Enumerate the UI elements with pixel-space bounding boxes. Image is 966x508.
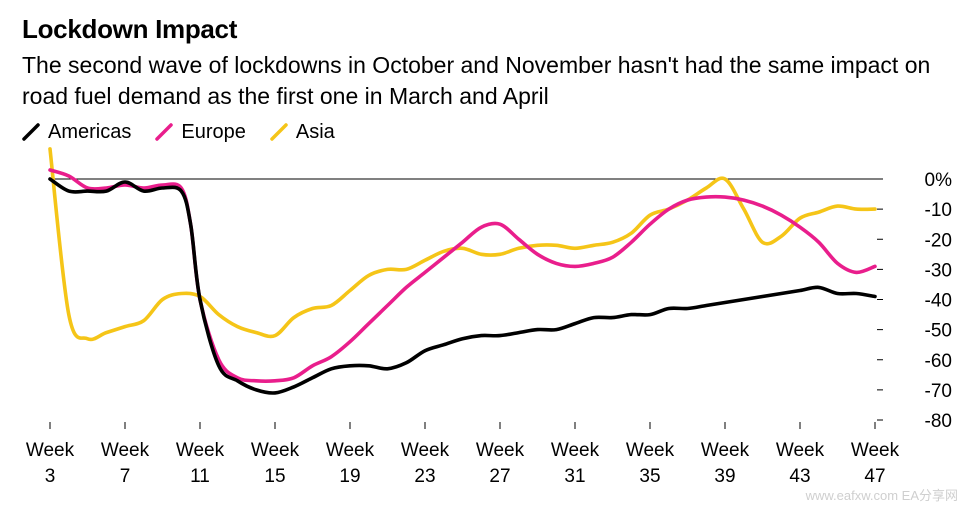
y-tick-label: 0% [925, 170, 953, 191]
legend-swatch-americas [22, 123, 40, 141]
x-tick-label: Week [176, 440, 225, 461]
x-tick-label: 19 [339, 466, 360, 487]
x-tick-label: Week [326, 440, 375, 461]
series-line-asia [48, 147, 877, 342]
x-tick-label: Week [551, 440, 600, 461]
x-tick-label: 27 [489, 466, 510, 487]
legend: Americas Europe Asia [22, 120, 359, 144]
y-tick-label: -20 [925, 230, 952, 251]
y-tick-label: -10 [925, 200, 952, 221]
y-tick-label: -30 [925, 260, 952, 281]
legend-label-asia: Asia [295, 120, 335, 143]
x-tick-label: 43 [789, 466, 810, 487]
x-tick-label: Week [476, 440, 525, 461]
y-tick-label: -60 [925, 351, 952, 372]
series-line-americas [48, 177, 877, 395]
legend-item-asia: Asia [270, 121, 335, 144]
x-tick-label: 31 [564, 466, 585, 487]
legend-item-americas: Americas [22, 121, 131, 144]
x-tick-label: 47 [864, 466, 885, 487]
x-tick-label: 23 [414, 466, 435, 487]
series-line-europe [48, 168, 877, 383]
x-tick-label: Week [701, 440, 750, 461]
legend-label-europe: Europe [181, 120, 246, 143]
y-tick-label: -50 [925, 321, 952, 342]
x-tick-label: 7 [120, 466, 131, 487]
x-tick-label: 3 [45, 466, 56, 487]
x-tick-label: 15 [264, 466, 285, 487]
legend-swatch-europe [155, 123, 174, 141]
x-tick-label: Week [251, 440, 300, 461]
x-tick-label: Week [776, 440, 825, 461]
y-tick-label: -70 [925, 381, 952, 402]
x-tick-label: 11 [190, 466, 210, 487]
y-tick-label: -80 [925, 411, 952, 432]
chart-subtitle: The second wave of lockdowns in October … [22, 52, 931, 109]
x-tick-label: Week [26, 440, 75, 461]
x-tick-label: Week [401, 440, 450, 461]
legend-label-americas: Americas [48, 120, 132, 143]
x-tick-label: 39 [714, 466, 735, 487]
watermark: www.eafxw.com EA分享网 [805, 488, 958, 503]
x-tick-label: Week [101, 440, 150, 461]
x-tick-label: Week [626, 440, 675, 461]
x-tick-label: 35 [639, 466, 660, 487]
x-tick-label: Week [851, 440, 900, 461]
y-tick-label: -40 [925, 291, 952, 312]
legend-swatch-asia [270, 123, 288, 141]
legend-item-europe: Europe [155, 121, 246, 144]
chart-title: Lockdown Impact [22, 14, 238, 44]
